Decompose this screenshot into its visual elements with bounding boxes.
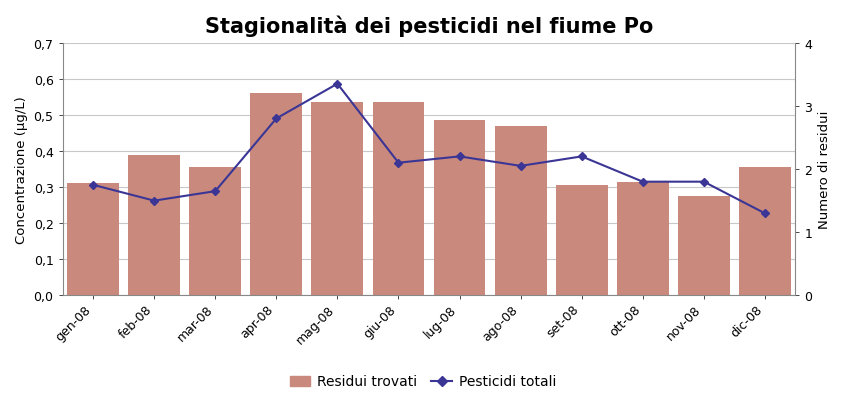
Bar bbox=[678, 196, 730, 296]
Bar bbox=[495, 126, 547, 296]
Bar bbox=[372, 103, 425, 296]
Y-axis label: Concentrazione (μg/L): Concentrazione (μg/L) bbox=[15, 96, 28, 243]
Bar bbox=[250, 94, 302, 296]
Bar bbox=[129, 155, 180, 296]
Bar bbox=[190, 168, 241, 296]
Bar bbox=[556, 186, 607, 296]
Bar bbox=[617, 182, 668, 296]
Bar bbox=[434, 121, 486, 296]
Bar bbox=[311, 103, 363, 296]
Bar bbox=[67, 184, 119, 296]
Y-axis label: Numero di residui: Numero di residui bbox=[818, 111, 831, 229]
Title: Stagionalità dei pesticidi nel fiume Po: Stagionalità dei pesticidi nel fiume Po bbox=[205, 15, 653, 36]
Legend: Residui trovati, Pesticidi totali: Residui trovati, Pesticidi totali bbox=[284, 369, 562, 394]
Bar bbox=[739, 168, 791, 296]
